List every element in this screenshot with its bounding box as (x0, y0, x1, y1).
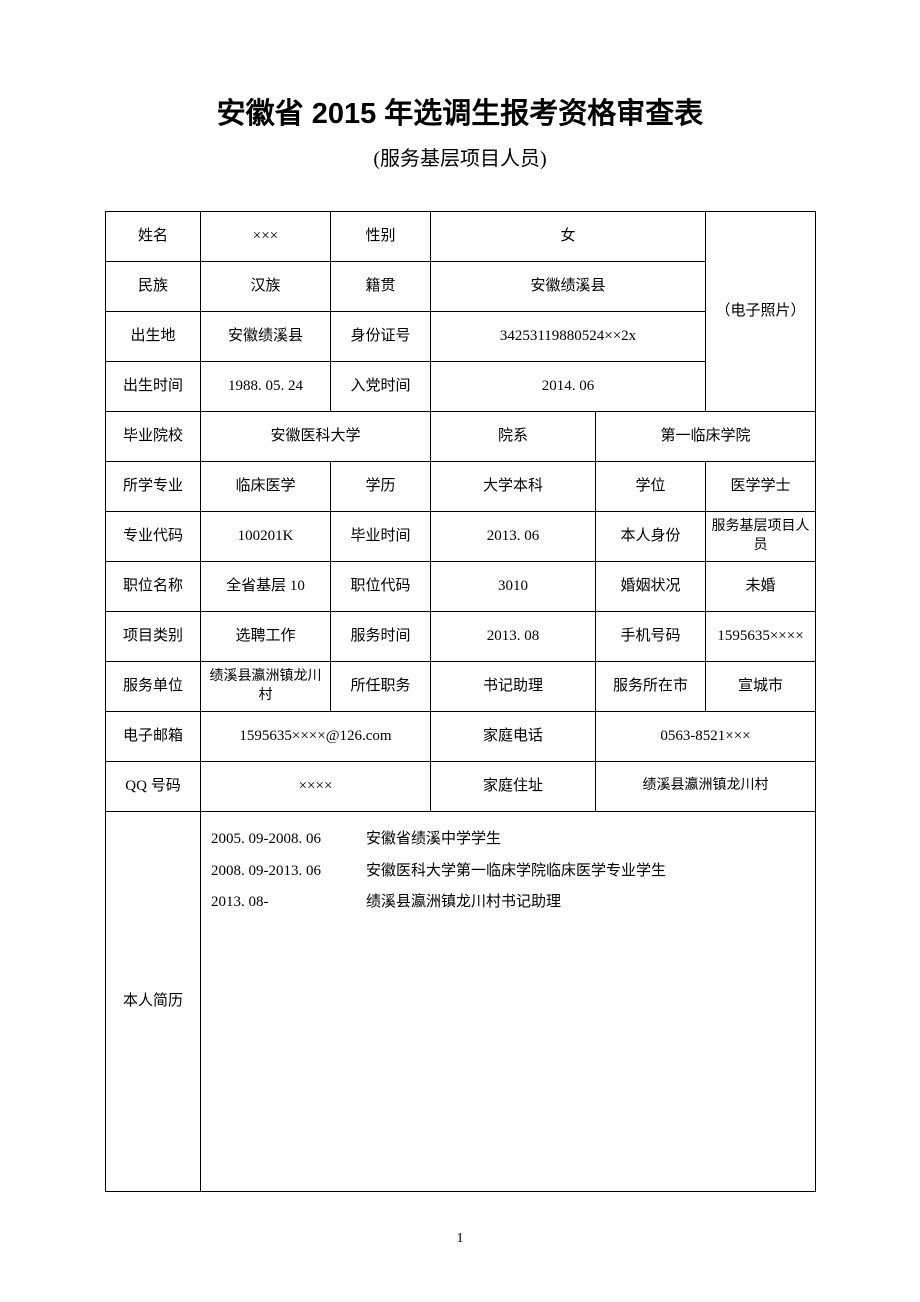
label-birth-date: 出生时间 (106, 362, 201, 412)
label-gender: 性别 (331, 212, 431, 262)
resume-content: 2005. 09-2008. 06安徽省绩溪中学学生2008. 09-2013.… (201, 812, 816, 1192)
label-identity: 本人身份 (596, 512, 706, 562)
label-home-phone: 家庭电话 (431, 712, 596, 762)
label-education: 学历 (331, 462, 431, 512)
resume-line: 2013. 08-绩溪县瀛洲镇龙川村书记助理 (211, 887, 805, 919)
label-service-date: 服务时间 (331, 612, 431, 662)
label-id-number: 身份证号 (331, 312, 431, 362)
value-service-unit: 绩溪县瀛洲镇龙川村 (201, 662, 331, 712)
label-department: 院系 (431, 412, 596, 462)
label-home-address: 家庭住址 (431, 762, 596, 812)
value-position-code: 3010 (431, 562, 596, 612)
application-form-table: 姓名 ××× 性别 女 （电子照片） 民族 汉族 籍贯 安徽绩溪县 出生地 安徽… (105, 211, 816, 1192)
value-education: 大学本科 (431, 462, 596, 512)
label-service-unit: 服务单位 (106, 662, 201, 712)
value-duty: 书记助理 (431, 662, 596, 712)
value-major-code: 100201K (201, 512, 331, 562)
label-email: 电子邮箱 (106, 712, 201, 762)
label-project-type: 项目类别 (106, 612, 201, 662)
label-resume: 本人简历 (106, 812, 201, 1192)
value-major: 临床医学 (201, 462, 331, 512)
value-native-place: 安徽绩溪县 (431, 262, 706, 312)
label-position-code: 职位代码 (331, 562, 431, 612)
value-qq: ×××× (201, 762, 431, 812)
label-birth-place: 出生地 (106, 312, 201, 362)
photo-placeholder: （电子照片） (706, 212, 816, 412)
label-party-date: 入党时间 (331, 362, 431, 412)
value-home-address: 绩溪县瀛洲镇龙川村 (596, 762, 816, 812)
value-party-date: 2014. 06 (431, 362, 706, 412)
resume-desc: 安徽省绩溪中学学生 (366, 831, 501, 847)
page-number: 1 (0, 1231, 920, 1247)
label-duty: 所任职务 (331, 662, 431, 712)
value-position-name: 全省基层 10 (201, 562, 331, 612)
label-major: 所学专业 (106, 462, 201, 512)
resume-line: 2005. 09-2008. 06安徽省绩溪中学学生 (211, 824, 805, 856)
value-grad-date: 2013. 06 (431, 512, 596, 562)
label-position-name: 职位名称 (106, 562, 201, 612)
label-mobile: 手机号码 (596, 612, 706, 662)
value-degree: 医学学士 (706, 462, 816, 512)
value-birth-date: 1988. 05. 24 (201, 362, 331, 412)
label-degree: 学位 (596, 462, 706, 512)
label-native-place: 籍贯 (331, 262, 431, 312)
label-service-city: 服务所在市 (596, 662, 706, 712)
value-grad-school: 安徽医科大学 (201, 412, 431, 462)
value-birth-place: 安徽绩溪县 (201, 312, 331, 362)
resume-line: 2008. 09-2013. 06安徽医科大学第一临床学院临床医学专业学生 (211, 856, 805, 888)
label-marital: 婚姻状况 (596, 562, 706, 612)
label-name: 姓名 (106, 212, 201, 262)
value-department: 第一临床学院 (596, 412, 816, 462)
value-gender: 女 (431, 212, 706, 262)
resume-date: 2013. 08- (211, 887, 366, 919)
resume-desc: 绩溪县瀛洲镇龙川村书记助理 (366, 894, 561, 910)
value-marital: 未婚 (706, 562, 816, 612)
value-service-city: 宣城市 (706, 662, 816, 712)
document-subtitle: (服务基层项目人员) (105, 142, 815, 171)
value-ethnicity: 汉族 (201, 262, 331, 312)
value-id-number: 34253119880524××2x (431, 312, 706, 362)
label-grad-school: 毕业院校 (106, 412, 201, 462)
label-ethnicity: 民族 (106, 262, 201, 312)
label-grad-date: 毕业时间 (331, 512, 431, 562)
value-service-date: 2013. 08 (431, 612, 596, 662)
value-name: ××× (201, 212, 331, 262)
resume-desc: 安徽医科大学第一临床学院临床医学专业学生 (366, 863, 666, 879)
label-major-code: 专业代码 (106, 512, 201, 562)
resume-date: 2005. 09-2008. 06 (211, 824, 366, 856)
value-home-phone: 0563-8521××× (596, 712, 816, 762)
resume-date: 2008. 09-2013. 06 (211, 856, 366, 888)
label-qq: QQ 号码 (106, 762, 201, 812)
value-mobile: 1595635×××× (706, 612, 816, 662)
value-identity: 服务基层项目人员 (706, 512, 816, 562)
value-email: 1595635××××@126.com (201, 712, 431, 762)
document-title: 安徽省 2015 年选调生报考资格审查表 (105, 90, 815, 132)
value-project-type: 选聘工作 (201, 612, 331, 662)
